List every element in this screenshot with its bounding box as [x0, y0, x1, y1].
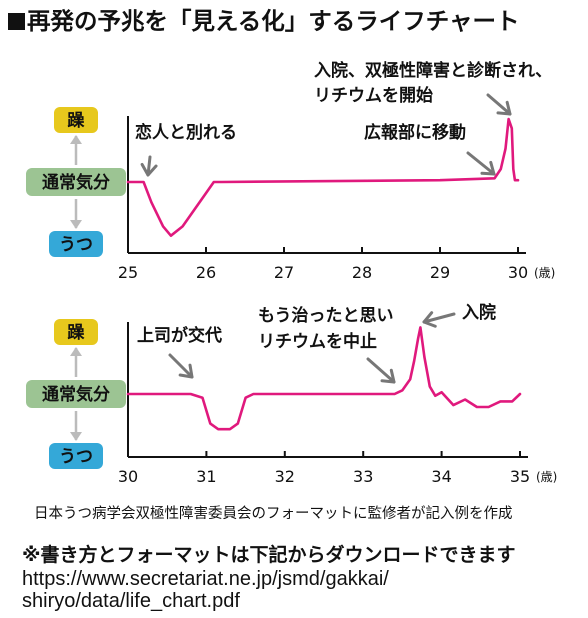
- title-square-icon: [8, 13, 25, 30]
- download-note: ※書き方とフォーマットは下記からダウンロードできます: [22, 544, 516, 566]
- annotation-arrow: [486, 93, 512, 116]
- x-tick-label: 28: [352, 263, 372, 282]
- x-tick-label: 26: [196, 263, 216, 282]
- badge-depressed-bg: [49, 443, 103, 469]
- annotation-text: 広報部に移動: [364, 122, 466, 143]
- annotation-arrow: [366, 357, 396, 384]
- chart-1: 躁通常気分うつ 25 26 27 28 29 30 (歳) 恋人と別れる 広報部に移動 入院、双極性…: [0, 54, 588, 290]
- badge-manic-bg: [54, 319, 98, 345]
- annotation-text: リチウムを中止: [258, 331, 377, 352]
- annotation-arrow: [466, 151, 496, 176]
- title-text: 再発の予兆を「見える化」するライフチャート: [27, 7, 520, 35]
- annotation-text: リチウムを開始: [314, 85, 433, 106]
- badge-normal-label: 通常気分: [42, 384, 110, 405]
- annotation-arrow: [168, 353, 194, 379]
- badge-normal-bg: [26, 168, 126, 196]
- chart-2: 躁通常気分うつ 30 31 32 33 34 35 (歳) 上司が交代 もう治ったと思い リチウムを…: [0, 292, 588, 492]
- annotation-arrowhead-icon: [140, 162, 158, 177]
- x-unit-label: (歳): [536, 470, 557, 484]
- x-tick-label: 29: [430, 263, 450, 282]
- badge-depressed-bg: [49, 231, 103, 257]
- source-note: 日本うつ病学会双極性障害委員会のフォーマットに監修者が記入例を作成: [34, 506, 513, 522]
- annotation-arrow: [422, 312, 456, 324]
- x-tick-label: 34: [431, 467, 451, 486]
- badge-manic-label: 躁: [68, 323, 85, 343]
- annotation-arrowhead-icon: [422, 311, 437, 328]
- x-tick-label: 33: [353, 467, 373, 486]
- down-arrow-icon: [70, 220, 82, 229]
- download-url-line1[interactable]: https://www.secretariat.ne.jp/jsmd/gakka…: [22, 568, 389, 590]
- x-tick-label: 27: [274, 263, 294, 282]
- annotation-arrow: [146, 155, 152, 177]
- down-arrow-icon: [70, 432, 82, 441]
- page-title: 再発の予兆を「見える化」するライフチャート: [8, 6, 584, 36]
- up-arrow-icon: [70, 347, 82, 356]
- badge-normal-label: 通常気分: [42, 172, 110, 193]
- x-tick-label: 30: [508, 263, 528, 282]
- badge-manic-label: 躁: [68, 111, 85, 131]
- annotation-arrowhead-icon: [496, 100, 512, 116]
- annotation-arrowhead-icon: [178, 363, 194, 379]
- x-tick-label: 30: [118, 467, 138, 486]
- up-arrow-icon: [70, 135, 82, 144]
- mood-line: [126, 117, 520, 237]
- badge-normal-bg: [26, 380, 126, 408]
- annotation-text: 恋人と別れる: [135, 122, 237, 143]
- x-tick-label: 35: [510, 467, 530, 486]
- annotation-arrowhead-icon: [380, 368, 396, 384]
- download-url-line2[interactable]: shiryo/data/life_chart.pdf: [22, 590, 240, 612]
- x-unit-label: (歳): [534, 266, 555, 280]
- annotation-text: 入院、双極性障害と診断され、: [314, 60, 552, 81]
- badge-manic-bg: [54, 107, 98, 133]
- annotation-text: 入院: [462, 302, 496, 323]
- annotation-arrowhead-icon: [480, 160, 496, 176]
- badge-depressed-label: うつ: [59, 447, 93, 467]
- annotation-text: 上司が交代: [137, 325, 222, 346]
- badge-depressed-label: うつ: [59, 235, 93, 255]
- mood-line: [126, 326, 522, 431]
- annotation-text: もう治ったと思い: [258, 305, 394, 326]
- x-tick-label: 32: [275, 467, 295, 486]
- x-tick-label: 31: [196, 467, 216, 486]
- x-tick-label: 25: [118, 263, 138, 282]
